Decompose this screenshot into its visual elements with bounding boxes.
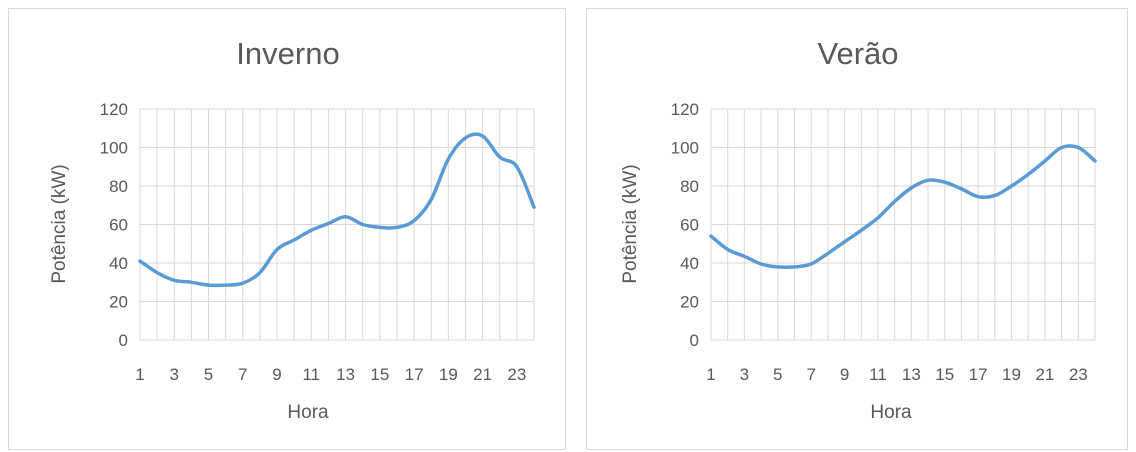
y-axis-title: Potência (kW): [49, 164, 70, 283]
y-tick-label: 0: [690, 331, 699, 350]
y-tick-label: 100: [671, 139, 699, 158]
y-axis-title: Potência (kW): [620, 164, 641, 283]
x-tick-label: 5: [773, 365, 782, 384]
x-tick-label: 13: [336, 365, 355, 384]
x-tick-label: 17: [405, 365, 424, 384]
x-tick-label: 1: [135, 365, 144, 384]
chart-panel-inverno: Inverno 0 20 40 60 80 100 120 1 3 5 7 9 11 13 15 17 19 2…: [8, 8, 566, 450]
y-tick-label: 20: [680, 293, 699, 312]
x-axis-ticks: 1 3 5 7 9 11 13 15 17 19 21 23: [706, 365, 1087, 384]
y-axis-ticks: 0 20 40 60 80 100 120: [100, 100, 128, 350]
x-tick-label: 3: [740, 365, 749, 384]
x-tick-label: 23: [507, 365, 526, 384]
y-tick-label: 40: [109, 254, 128, 273]
y-tick-label: 80: [109, 177, 128, 196]
x-tick-label: 7: [806, 365, 815, 384]
x-tick-label: 1: [706, 365, 715, 384]
y-tick-label: 0: [119, 331, 128, 350]
y-axis-ticks: 0 20 40 60 80 100 120: [671, 100, 699, 350]
x-tick-label: 23: [1069, 365, 1088, 384]
chart-title: Verão: [817, 36, 898, 71]
x-tick-label: 9: [840, 365, 849, 384]
x-tick-label: 11: [302, 365, 320, 384]
x-tick-label: 17: [969, 365, 988, 384]
x-tick-label: 15: [370, 365, 389, 384]
x-tick-label: 3: [170, 365, 179, 384]
y-tick-label: 100: [100, 139, 128, 158]
x-tick-label: 11: [869, 365, 887, 384]
y-tick-label: 40: [680, 254, 699, 273]
y-tick-label: 120: [671, 100, 699, 119]
y-tick-label: 80: [680, 177, 699, 196]
chart-title: Inverno: [236, 36, 339, 71]
x-tick-label: 19: [1002, 365, 1021, 384]
series-line-potencia: [709, 144, 1097, 269]
chart-panel-verao: Verão 0 20 40 60 80 100 120 1 3 5 7 9 11 13 15 17 19 21 2…: [586, 8, 1128, 450]
x-tick-label: 5: [204, 365, 213, 384]
y-tick-label: 120: [100, 100, 128, 119]
x-axis-title: Hora: [870, 402, 912, 423]
series-line-potencia: [138, 132, 536, 288]
x-tick-label: 21: [1035, 365, 1054, 384]
grid-lines: [710, 108, 1096, 341]
grid-lines: [139, 108, 535, 341]
x-tick-label: 21: [473, 365, 492, 384]
x-axis-title: Hora: [287, 402, 329, 423]
x-tick-label: 13: [902, 365, 921, 384]
x-tick-label: 7: [238, 365, 247, 384]
x-tick-label: 19: [439, 365, 458, 384]
x-tick-label: 9: [272, 365, 281, 384]
x-axis-ticks: 1 3 5 7 9 11 13 15 17 19 21 23: [135, 365, 526, 384]
y-tick-label: 60: [109, 216, 128, 235]
x-tick-label: 15: [935, 365, 954, 384]
y-tick-label: 20: [109, 293, 128, 312]
y-tick-label: 60: [680, 216, 699, 235]
